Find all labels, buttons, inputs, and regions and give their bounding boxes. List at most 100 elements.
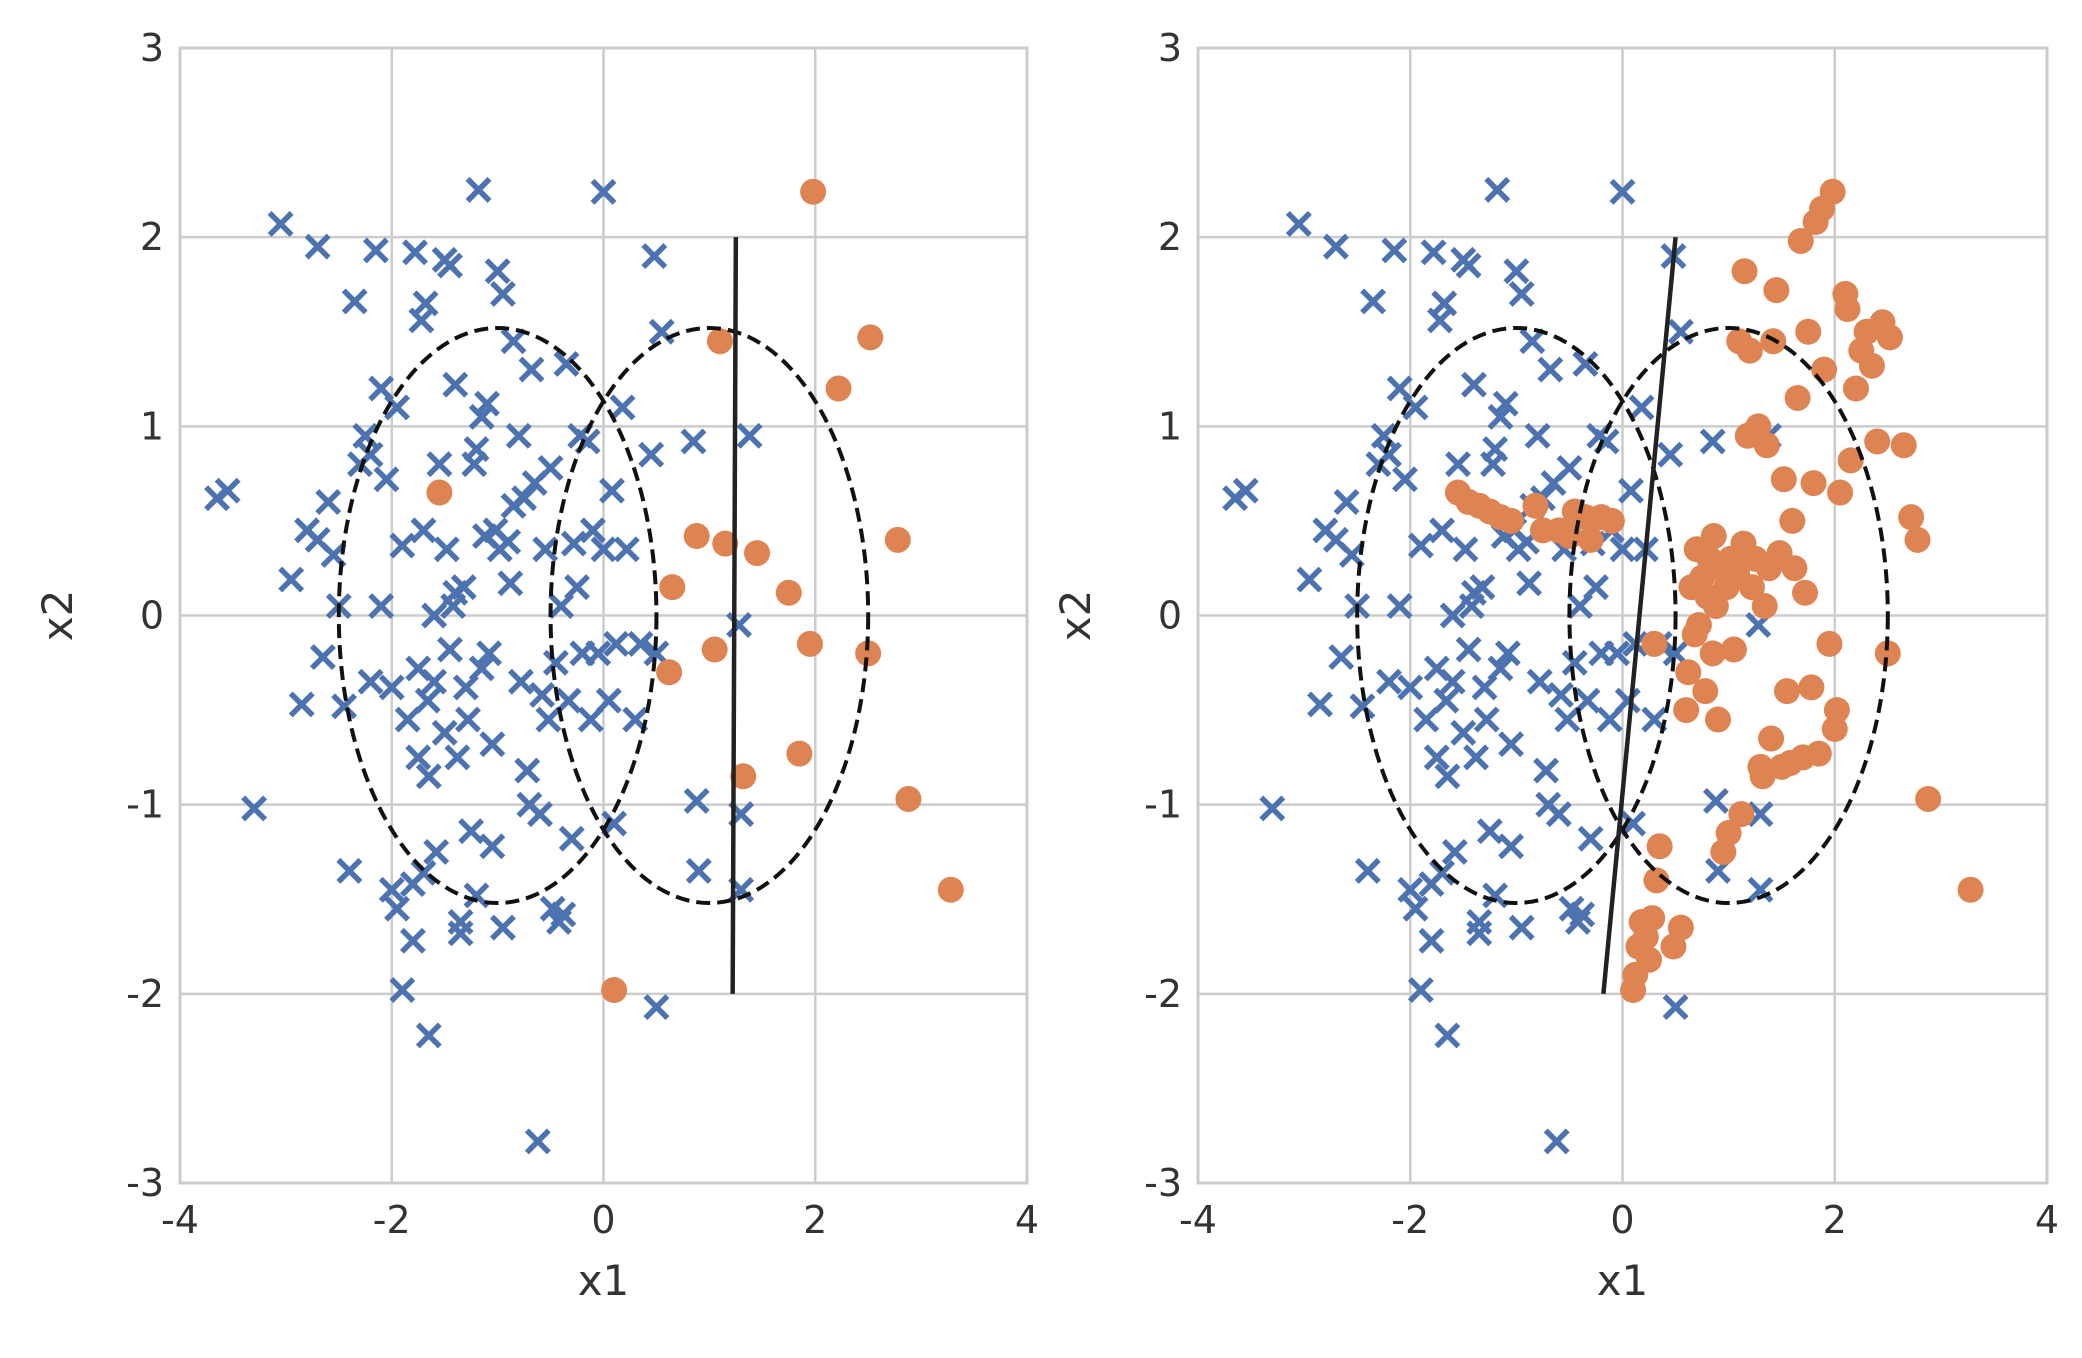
- cross-point: [267, 210, 294, 237]
- cross-point: [613, 536, 640, 563]
- cross-point: [384, 394, 410, 421]
- cross-point: [1620, 810, 1647, 837]
- dot-point: [426, 479, 453, 506]
- cross-point: [1460, 371, 1487, 398]
- cross-point: [455, 706, 481, 733]
- cross-point: [1439, 602, 1466, 629]
- cross-point: [1577, 825, 1604, 852]
- cross-point: [1323, 233, 1349, 260]
- dot-point: [1874, 640, 1901, 667]
- dot-point: [1522, 492, 1549, 519]
- cross-point: [1561, 649, 1588, 676]
- cross-point: [1328, 644, 1355, 671]
- dot-point: [1834, 296, 1861, 323]
- dot-point: [1675, 659, 1702, 686]
- plot-frame: [178, 46, 1029, 1185]
- y-tick-label: 1: [1158, 404, 1182, 448]
- dot-point: [1728, 801, 1755, 828]
- cross-point: [590, 536, 617, 563]
- cross-point: [577, 706, 604, 733]
- cross-point: [511, 485, 538, 512]
- cross-point: [1543, 1128, 1570, 1155]
- dot-point: [1773, 678, 1800, 705]
- y-tick-label: 0: [140, 594, 164, 638]
- cross-point: [1431, 290, 1458, 317]
- y-tick-label: 0: [1158, 594, 1182, 638]
- cross-point: [389, 977, 416, 1003]
- cross-point: [1609, 536, 1636, 563]
- dot-point: [1498, 507, 1525, 534]
- dot-point: [1700, 523, 1727, 550]
- dot-point: [825, 375, 852, 402]
- cross-point: [648, 318, 675, 345]
- dot-point: [1784, 384, 1811, 411]
- cross-point: [1452, 536, 1479, 563]
- x-tick-label: 2: [1823, 1198, 1847, 1242]
- cross-point: [357, 668, 384, 695]
- dot-point: [775, 579, 802, 606]
- dot-point: [1763, 277, 1790, 304]
- cross-point: [1333, 489, 1360, 515]
- cross-point: [437, 636, 463, 663]
- cross-point: [331, 693, 358, 720]
- dot-point: [683, 523, 710, 550]
- cross-point: [476, 640, 503, 667]
- dot-point: [1673, 697, 1700, 724]
- dot-point: [1641, 630, 1668, 657]
- dot-point: [1827, 479, 1854, 506]
- dot-point: [1692, 678, 1719, 705]
- cross-point: [1537, 356, 1564, 383]
- cross-point: [1466, 920, 1493, 947]
- cross-point: [1391, 466, 1418, 493]
- cross-point: [585, 640, 612, 667]
- cross-point: [362, 237, 389, 264]
- y-tick-label: 3: [1158, 26, 1182, 70]
- cross-point: [1476, 818, 1503, 845]
- cross-point: [1439, 668, 1466, 695]
- cross-point: [609, 394, 636, 421]
- dot-point: [1715, 820, 1742, 847]
- dot-point: [1858, 352, 1885, 379]
- cross-point: [1498, 833, 1525, 860]
- plot-area: [204, 176, 964, 1155]
- cross-point: [1429, 517, 1456, 544]
- cross-point: [1524, 422, 1551, 449]
- dot-point: [1751, 593, 1778, 620]
- cross-point: [1494, 640, 1521, 667]
- dot-point: [1795, 318, 1822, 345]
- cross-point: [1699, 428, 1726, 455]
- cross-point: [1487, 655, 1514, 682]
- cross-point: [1609, 178, 1636, 205]
- dashed-ellipse: [548, 325, 871, 906]
- cross-point: [489, 914, 516, 941]
- cross-point: [421, 668, 448, 695]
- y-tick-label: -3: [126, 1161, 164, 1205]
- cross-point: [641, 243, 668, 270]
- cross-point: [529, 682, 556, 708]
- cross-point: [1418, 927, 1445, 954]
- cross-point: [505, 422, 532, 449]
- cross-point: [497, 570, 524, 597]
- x-tick-label: -2: [373, 1198, 411, 1242]
- cross-point: [1423, 744, 1450, 771]
- dot-point: [1816, 630, 1843, 657]
- dot-point: [1598, 507, 1625, 534]
- cross-point: [1508, 280, 1535, 307]
- cross-point: [1402, 394, 1429, 421]
- dot-point: [1805, 740, 1832, 767]
- dot-point: [1819, 178, 1846, 205]
- cross-point: [309, 644, 336, 671]
- dot-point: [1904, 526, 1931, 553]
- y-axis-label: x2: [33, 590, 82, 642]
- x-tick-label: 4: [2035, 1198, 2059, 1242]
- cross-point: [555, 687, 582, 714]
- cross-point: [560, 530, 587, 557]
- cross-point: [315, 489, 342, 515]
- cross-point: [507, 668, 534, 695]
- cross-point: [514, 757, 541, 784]
- cross-point: [537, 455, 564, 481]
- cross-point: [402, 239, 428, 266]
- x-tick-label: -4: [1179, 1198, 1217, 1242]
- cross-point: [524, 1128, 551, 1155]
- cross-point: [685, 857, 712, 884]
